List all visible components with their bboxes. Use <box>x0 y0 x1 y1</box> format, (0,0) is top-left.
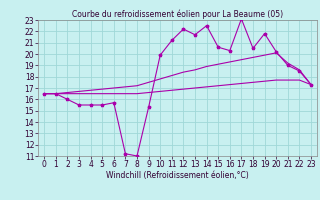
X-axis label: Windchill (Refroidissement éolien,°C): Windchill (Refroidissement éolien,°C) <box>106 171 249 180</box>
Title: Courbe du refroidissement éolien pour La Beaume (05): Courbe du refroidissement éolien pour La… <box>72 10 283 19</box>
